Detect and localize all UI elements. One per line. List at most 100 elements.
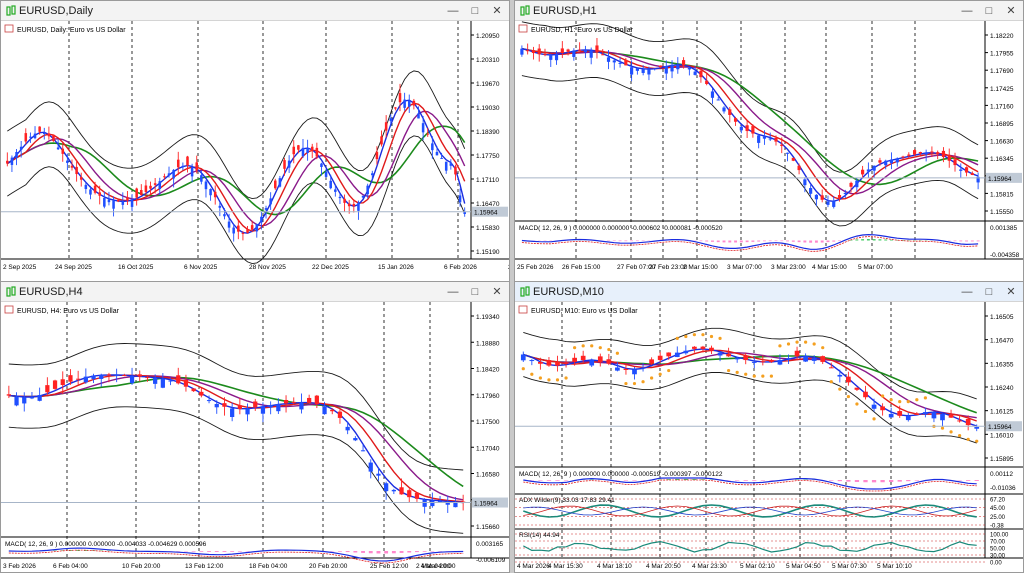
parabolic-sar-dot <box>881 394 885 398</box>
bid-price-label: 1.15964 <box>474 210 498 217</box>
window-titlebar[interactable]: EURUSD,M10 — □ ✕ <box>515 282 1023 302</box>
candle-body <box>826 201 830 205</box>
close-icon[interactable]: ✕ <box>492 286 502 298</box>
parabolic-sar-dot <box>838 387 842 391</box>
price-chart-h4[interactable]: 1.19340 1.18880 1.18420 1.17960 1.17500 1.170… <box>1 302 509 572</box>
candle-body <box>186 156 189 166</box>
minimize-icon[interactable]: — <box>961 5 973 17</box>
price-tick-label: 1.15550 <box>990 209 1014 216</box>
candle-body <box>158 181 162 189</box>
moving-average-slow <box>6 110 466 227</box>
candle-body <box>531 50 536 54</box>
macd-signal-line <box>521 236 979 252</box>
bid-price-label: 1.15964 <box>988 176 1012 183</box>
maximize-icon[interactable]: □ <box>985 286 993 298</box>
macd-label: MACD( 12, 26, 9 ) 0.000000 0.000000 -0.0… <box>519 225 723 232</box>
bid-price-tag <box>986 172 1022 183</box>
macd-top-label: 0.001385 <box>990 225 1017 232</box>
parabolic-sar-dot <box>581 344 585 348</box>
candle-body <box>61 148 65 154</box>
price-chart-h1[interactable]: 1.18220 1.17955 1.17690 1.17425 1.17160 1.168… <box>515 21 1023 285</box>
rsi-tick-label: 50.00 <box>990 547 1006 553</box>
parabolic-sar-dot <box>752 374 756 378</box>
price-chart-daily[interactable]: 1.20950 1.20310 1.19670 1.19030 1.18390 1.177… <box>1 21 509 285</box>
candle-body <box>828 367 834 369</box>
candle-body <box>130 199 134 207</box>
candle-body <box>417 113 420 119</box>
minimize-icon[interactable]: — <box>447 286 459 298</box>
chart-window-h1[interactable]: EURUSD,H1 — □ ✕ 1.18220 1.17955 1.17690 1.1… <box>514 0 1024 286</box>
candle-body <box>597 356 603 362</box>
price-tick-label: 1.17690 <box>990 68 1014 75</box>
close-icon[interactable]: ✕ <box>1006 286 1016 298</box>
candle-body <box>700 346 706 349</box>
time-tick-label: 15 Jan 2026 <box>378 264 414 271</box>
close-icon[interactable]: ✕ <box>492 5 502 17</box>
candle-body <box>965 419 971 426</box>
chart-window-icon <box>520 5 530 16</box>
price-tick-label: 1.16240 <box>990 385 1014 392</box>
maximize-icon[interactable]: □ <box>985 5 993 17</box>
candle-body <box>940 413 945 421</box>
candle-body <box>589 360 595 366</box>
candle-body <box>181 165 185 168</box>
candle-body <box>107 199 111 203</box>
chart-legend: EURUSD, M10: Euro vs US Dollar <box>531 308 638 315</box>
candle-body <box>630 67 634 75</box>
candle-body <box>283 400 289 404</box>
candle-body <box>172 169 175 179</box>
time-tick-label: 25 Feb 2026 <box>517 264 554 271</box>
window-titlebar[interactable]: EURUSD,H4 — □ ✕ <box>1 282 509 302</box>
candle-body <box>931 412 937 419</box>
price-chart-m10[interactable]: 1.16505 1.16470 1.16355 1.16240 1.16125 1.160… <box>515 302 1023 572</box>
candle-body <box>889 159 894 164</box>
candle-body <box>974 426 980 429</box>
candle-body <box>307 397 312 403</box>
candle-body <box>751 361 757 363</box>
window-titlebar[interactable]: EURUSD,Daily — □ ✕ <box>1 1 509 21</box>
chart-window-h4[interactable]: EURUSD,H4 — □ ✕ 1.19340 1.18880 1.18420 1.1… <box>0 281 510 573</box>
candle-body <box>70 165 74 168</box>
parabolic-sar-dot <box>632 381 637 386</box>
minimize-icon[interactable]: — <box>961 286 973 298</box>
candle-body <box>112 200 115 209</box>
candle-body <box>811 358 817 361</box>
moving-average-mid <box>521 48 979 200</box>
bollinger-upper-line <box>523 327 977 400</box>
window-titlebar[interactable]: EURUSD,H1 — □ ✕ <box>515 1 1023 21</box>
candle-body <box>871 404 877 409</box>
candle-body <box>463 211 466 214</box>
candle-body <box>751 126 755 134</box>
chart-window-m10[interactable]: EURUSD,M10 — □ ✕ 1.16505 1.16470 1.16355 1.… <box>514 281 1024 573</box>
candle-body <box>253 401 258 408</box>
candle-body <box>245 408 250 415</box>
candle-body <box>658 65 663 68</box>
chart-window-daily[interactable]: EURUSD,Daily — □ ✕ 1.20950 1.20310 1.19670… <box>0 0 510 286</box>
time-tick-label: 27 Feb 07:00 <box>617 264 656 271</box>
price-tick-label: 1.18420 <box>476 367 500 374</box>
price-tick-label: 1.16010 <box>990 432 1014 439</box>
candle-body <box>710 91 715 98</box>
candle-body <box>849 182 853 187</box>
maximize-icon[interactable]: □ <box>471 286 479 298</box>
parabolic-sar-dot <box>735 370 739 375</box>
price-tick-label: 1.17960 <box>476 393 500 400</box>
candle-body <box>153 183 157 185</box>
parabolic-sar-dot <box>975 439 979 443</box>
candle-body <box>970 173 974 176</box>
moving-average-fast <box>8 374 464 504</box>
candle-body <box>606 359 612 364</box>
candle-body <box>334 189 337 192</box>
candle-body <box>391 489 396 492</box>
minimize-icon[interactable]: — <box>447 5 459 17</box>
time-tick-label: 2 Mar 04:00 <box>416 563 451 570</box>
candle-body <box>957 420 962 422</box>
candle-body <box>140 189 143 196</box>
close-icon[interactable]: ✕ <box>1006 5 1016 17</box>
candle-body <box>722 107 726 112</box>
candle-body <box>191 388 196 392</box>
maximize-icon[interactable]: □ <box>471 5 479 17</box>
candle-body <box>116 199 120 202</box>
time-tick-label: 2 Sep 2025 <box>3 264 37 271</box>
macd-main-line <box>523 477 977 490</box>
